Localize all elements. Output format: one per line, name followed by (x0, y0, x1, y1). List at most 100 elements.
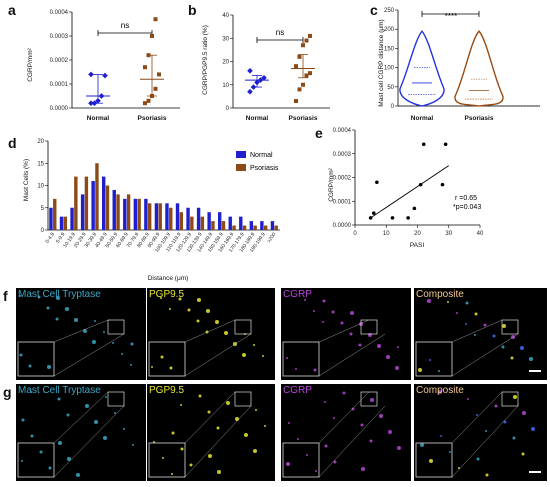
chart-d-ylabel: Mast Cells (%) (23, 159, 30, 201)
data-point (440, 182, 445, 187)
micrograph-title: Mast Cell Tryptase (18, 289, 101, 300)
data-point (304, 73, 309, 78)
y-tick-label: 30 (222, 36, 229, 42)
bar-psoriasis (221, 221, 226, 230)
micrograph-title: Mast Cell Tryptase (18, 385, 101, 396)
violin-shape (399, 29, 445, 107)
data-point (294, 99, 298, 104)
data-point (371, 211, 376, 215)
y-tick-label: 250 (384, 8, 395, 14)
bar-psoriasis (211, 221, 215, 230)
bar-normal (228, 216, 232, 230)
data-point (247, 67, 253, 74)
x-tick-label: 0-4.9 (45, 232, 57, 245)
data-point (150, 34, 154, 38)
bar-normal (270, 221, 275, 230)
bar-psoriasis (74, 176, 78, 230)
chart-e-ylabel: CGRP/mm² (328, 167, 335, 201)
x-tick-label: 20 (414, 231, 421, 237)
bar-psoriasis (274, 225, 278, 230)
violin-shape (454, 30, 504, 107)
x-tick-label: >200 (266, 232, 278, 245)
bar-normal (217, 212, 222, 230)
chart-b-cat-psoriasis: Psoriasis (289, 115, 318, 122)
micrograph-title: CGRP (283, 289, 312, 300)
chart-b-cat-normal: Normal (246, 115, 269, 122)
data-point (421, 142, 426, 147)
y-tick-label: 0.0001 (333, 199, 352, 205)
panel-letter-d: d (8, 135, 17, 151)
x-tick-label: 30 (445, 231, 452, 237)
y-tick-label: 10 (37, 184, 44, 190)
y-tick-label: 100 (384, 66, 395, 72)
x-tick-label: 5-9.9 (55, 232, 67, 245)
bar-normal (186, 207, 190, 230)
y-tick-label: 15 (37, 161, 44, 167)
data-point (261, 74, 267, 81)
chart-e-xlabel: PASI (410, 242, 425, 249)
bar-normal (165, 203, 169, 230)
chart-c-ylabel: Mast cell CGRP distance (μm) (378, 19, 385, 106)
bar-normal (123, 198, 127, 230)
data-point (247, 88, 253, 95)
bar-normal (70, 207, 74, 230)
chart-e-p-annotation: *p=0.043 (453, 204, 481, 211)
y-tick-label: 0.0002 (333, 176, 352, 182)
data-point (146, 98, 151, 103)
data-point (297, 54, 302, 59)
y-tick-label: 40 (222, 13, 229, 19)
bar-normal (133, 198, 138, 230)
micrograph-title: CGRP (283, 385, 312, 396)
panel-letter-c: c (370, 2, 378, 18)
data-point (88, 100, 94, 107)
chart-a-significance: ns (121, 21, 129, 30)
bar-psoriasis (95, 163, 99, 230)
panel-letter-b: b (188, 2, 197, 18)
bar-normal (196, 207, 201, 230)
x-tick-label: 40 (477, 231, 484, 237)
bar-psoriasis (53, 198, 57, 230)
bar-psoriasis (242, 225, 247, 230)
chart-a-cat-psoriasis: Psoriasis (138, 115, 167, 122)
bar-normal (207, 212, 211, 230)
bar-psoriasis (253, 225, 257, 230)
chart-c-cat-normal: Normal (411, 115, 434, 122)
bar-psoriasis (169, 207, 173, 230)
data-point (406, 216, 410, 220)
bar-normal (91, 181, 95, 230)
y-tick-label: 0.0003 (50, 34, 69, 40)
data-point (443, 142, 448, 147)
scale-bar (529, 370, 541, 372)
y-tick-label: 200 (384, 27, 395, 33)
data-point (301, 82, 305, 87)
panel-letter-a: a (8, 2, 16, 18)
bar-psoriasis (84, 176, 89, 230)
data-point (143, 101, 147, 106)
bar-normal (112, 189, 116, 230)
x-tick-label: 10 (383, 231, 390, 237)
data-point (153, 17, 158, 22)
bar-normal (80, 194, 85, 230)
bar-psoriasis (147, 203, 152, 230)
micrograph-title: PGP9.5 (149, 289, 185, 300)
data-point (297, 87, 302, 92)
bar-normal (175, 203, 180, 230)
y-tick-label: 150 (384, 46, 395, 52)
chart-b: 0 10 20 30 40 CGRP/PGP9.5 ratio (%) Normal P… (202, 13, 330, 122)
y-tick-label: 5 (41, 206, 45, 212)
y-tick-label: 0.0003 (333, 152, 352, 158)
bar-normal (144, 198, 148, 230)
bar-psoriasis (179, 212, 184, 230)
bar-psoriasis (137, 198, 141, 230)
chart-c-significance: **** (445, 12, 457, 21)
data-point (294, 64, 298, 69)
micrograph-g-1: Mast Cell Tryptase (16, 384, 146, 481)
scale-bar (529, 471, 541, 473)
bar-psoriasis (200, 216, 205, 230)
micrograph-g-4: Composite (414, 384, 547, 481)
legend-psoriasis-swatch (236, 164, 246, 171)
bar-psoriasis (190, 216, 194, 230)
micrograph-f-1: Mast Cell Tryptase (16, 288, 146, 380)
